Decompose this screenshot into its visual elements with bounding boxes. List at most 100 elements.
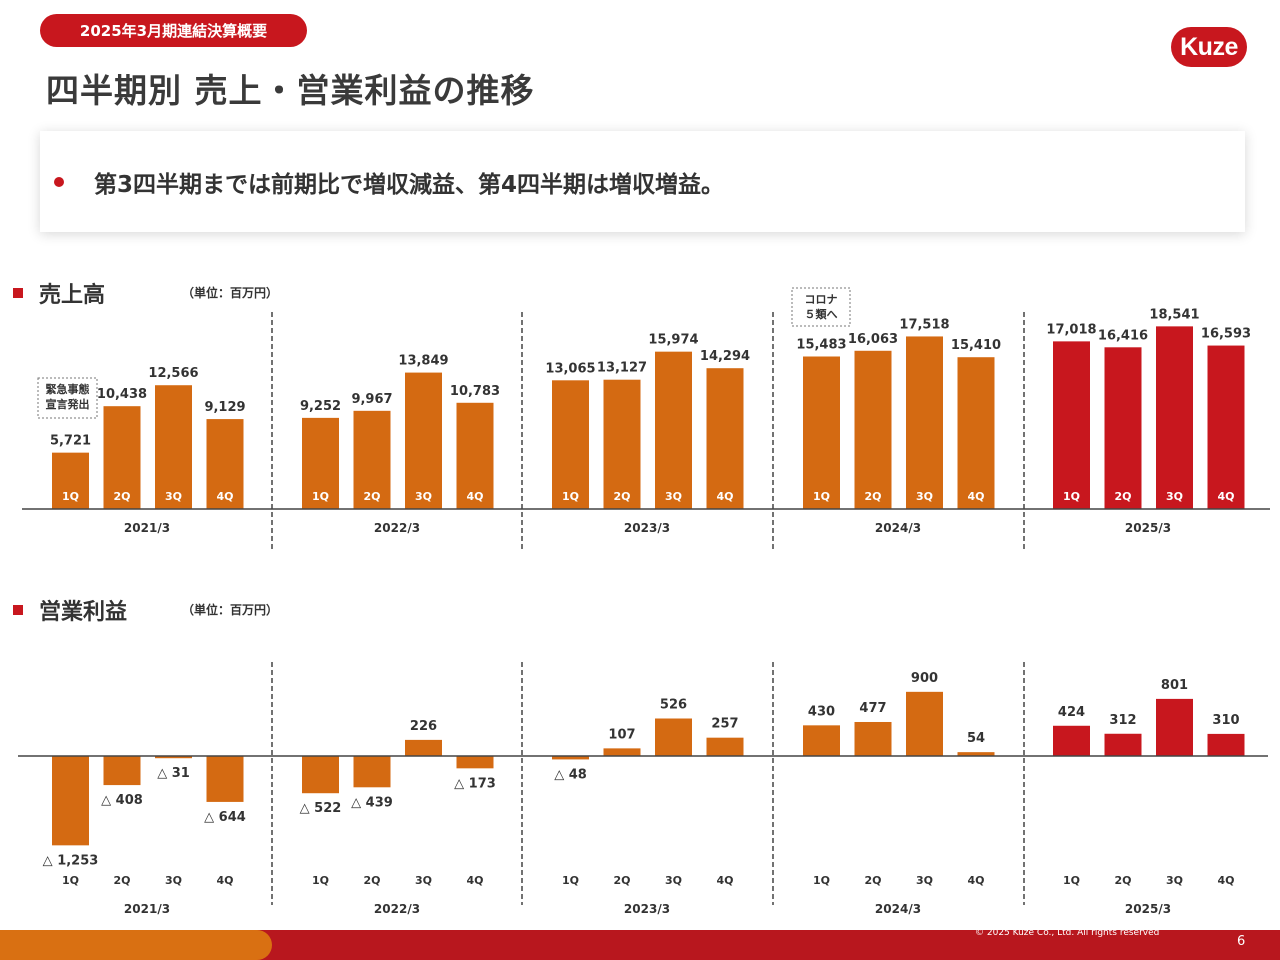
profit-bar — [1156, 698, 1193, 756]
profit-value-label: 312 — [1109, 713, 1136, 728]
profit-bar — [302, 756, 339, 794]
sales-value-label: 18,541 — [1149, 307, 1199, 322]
profit-quarter-label: 4Q — [716, 874, 733, 887]
profit-value-label: 900 — [911, 671, 938, 686]
profit-quarter-label: 1Q — [312, 874, 329, 887]
profit-bar — [706, 737, 744, 756]
sales-section-title: 売上高 — [39, 283, 106, 308]
sales-value-label: 16,593 — [1201, 327, 1251, 342]
profit-value-label: △ 522 — [300, 801, 342, 816]
profit-quarter-label: 4Q — [216, 874, 233, 887]
profit-quarter-label: 2Q — [113, 874, 130, 887]
profit-value-label: 801 — [1161, 678, 1188, 693]
sales-year-label: 2025/3 — [1125, 521, 1171, 535]
section-marker-icon — [13, 605, 23, 615]
bullet-dot-icon — [54, 177, 64, 187]
sales-value-label: 10,783 — [450, 384, 500, 399]
profit-value-label: △ 439 — [351, 795, 393, 810]
profit-bar — [603, 748, 641, 756]
profit-bar — [1053, 725, 1090, 756]
sales-quarter-label: 2Q — [363, 490, 380, 503]
profit-value-label: △ 31 — [157, 766, 190, 781]
profit-bar — [803, 725, 840, 756]
sales-value-label: 13,849 — [398, 354, 448, 369]
profit-bar — [854, 721, 892, 756]
sales-quarter-label: 3Q — [415, 490, 432, 503]
profit-quarter-label: 2Q — [363, 874, 380, 887]
sales-quarter-label: 1Q — [562, 490, 579, 503]
profit-section-title: 営業利益 — [39, 600, 128, 625]
report-tag: 2025年3月期連結決算概要 — [40, 14, 307, 47]
sales-value-label: 17,018 — [1046, 322, 1096, 337]
profit-quarter-label: 1Q — [562, 874, 579, 887]
sales-bar — [206, 419, 244, 509]
profit-value-label: 424 — [1058, 705, 1085, 720]
profit-bar — [353, 756, 391, 788]
profit-year-label: 2023/3 — [624, 902, 670, 916]
profit-value-label: △ 408 — [101, 793, 143, 808]
profit-quarter-label: 1Q — [1063, 874, 1080, 887]
sales-quarter-label: 2Q — [864, 490, 881, 503]
sales-annotation-text: 緊急事態 — [46, 382, 90, 396]
profit-year-label: 2025/3 — [1125, 902, 1171, 916]
profit-value-label: △ 1,253 — [43, 853, 99, 868]
sales-value-label: 13,065 — [545, 361, 595, 376]
sales-bar — [906, 336, 943, 509]
sales-quarter-label: 1Q — [813, 490, 830, 503]
profit-bar — [1207, 733, 1245, 756]
sales-quarter-label: 3Q — [916, 490, 933, 503]
kuze-logo: Kuze — [1171, 27, 1247, 67]
profit-bar — [552, 756, 589, 760]
footer-accent — [0, 930, 272, 960]
profit-quarter-label: 3Q — [165, 874, 182, 887]
sales-quarter-label: 4Q — [216, 490, 233, 503]
sales-quarter-label: 4Q — [716, 490, 733, 503]
sales-quarter-label: 1Q — [312, 490, 329, 503]
sales-bar — [103, 406, 141, 509]
sales-quarter-label: 2Q — [1114, 490, 1131, 503]
sales-quarter-label: 1Q — [62, 490, 79, 503]
profit-bar — [405, 739, 442, 756]
sales-bar — [706, 368, 744, 509]
sales-quarter-label: 3Q — [1166, 490, 1183, 503]
profit-quarter-label: 3Q — [415, 874, 432, 887]
profit-quarter-label: 4Q — [1217, 874, 1234, 887]
sales-quarter-label: 3Q — [165, 490, 182, 503]
profit-value-label: 107 — [608, 727, 635, 742]
sales-bar — [405, 372, 442, 509]
profit-unit: （単位：百万円） — [182, 603, 279, 617]
sales-year-label: 2024/3 — [875, 521, 921, 535]
summary-box: 第3四半期までは前期比で増収減益、第4四半期は増収増益。 — [40, 131, 1245, 232]
sales-value-label: 12,566 — [148, 366, 198, 381]
sales-value-label: 16,416 — [1098, 328, 1148, 343]
profit-quarter-label: 3Q — [665, 874, 682, 887]
sales-value-label: 10,438 — [97, 387, 147, 402]
profit-quarter-label: 2Q — [613, 874, 630, 887]
page-number: 6 — [1237, 934, 1246, 949]
sales-annotation-box — [791, 287, 851, 327]
sales-year-label: 2022/3 — [374, 521, 420, 535]
sales-value-label: 9,129 — [204, 400, 245, 415]
sales-value-label: 13,127 — [597, 361, 647, 376]
profit-bar — [456, 756, 494, 769]
sales-annotation-text: ５類へ — [805, 307, 838, 321]
section-marker-icon — [13, 288, 23, 298]
sales-value-label: 5,721 — [50, 434, 91, 449]
sales-value-label: 14,294 — [700, 349, 750, 364]
profit-value-label: △ 48 — [554, 767, 587, 782]
sales-quarter-label: 4Q — [1217, 490, 1234, 503]
sales-quarter-label: 3Q — [665, 490, 682, 503]
sales-bar — [803, 356, 840, 509]
sales-bar — [155, 385, 192, 509]
profit-section-header: 営業利益 — [13, 594, 127, 626]
sales-value-label: 15,974 — [648, 333, 698, 348]
profit-quarter-label: 4Q — [967, 874, 984, 887]
profit-value-label: 310 — [1212, 713, 1239, 728]
profit-value-label: 477 — [859, 701, 886, 716]
sales-bar — [52, 452, 89, 509]
profit-value-label: 526 — [660, 697, 687, 712]
profit-year-label: 2024/3 — [875, 902, 921, 916]
sales-unit: （単位：百万円） — [182, 286, 279, 300]
